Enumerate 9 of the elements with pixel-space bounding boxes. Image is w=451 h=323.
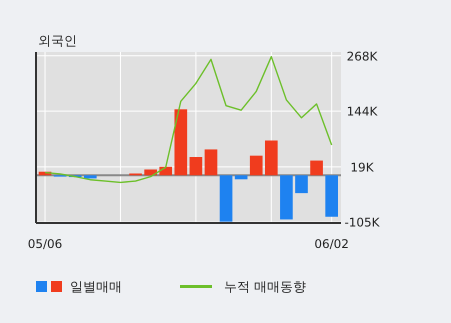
y-tick-label: -105K [344, 216, 381, 230]
chart-title: 외국인 [38, 34, 77, 49]
legend-label: 누적 매매동향 [224, 280, 306, 295]
y-tick-label: 144K [346, 104, 379, 119]
x-tick-label: 06/02 [314, 237, 349, 251]
y-tick-label: 19K [350, 160, 375, 174]
legend-label: 일별매매 [70, 280, 122, 295]
x-tick-label: 05/06 [28, 237, 62, 251]
y-tick-label: 268K [346, 49, 379, 64]
